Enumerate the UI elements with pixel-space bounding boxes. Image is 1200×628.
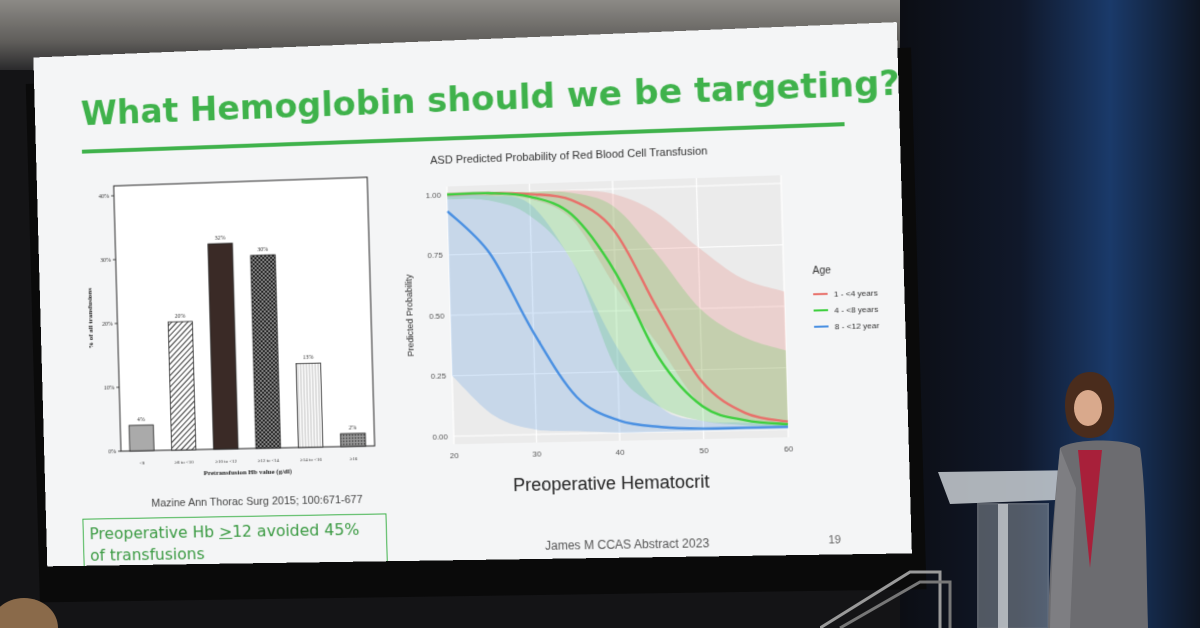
bar-y-tick-label: 10%: [104, 385, 115, 391]
line-x-tick-label: 20: [450, 451, 460, 460]
legend-entry: 4 - <8 years: [834, 305, 878, 315]
bar: [251, 255, 281, 449]
slide-number: 19: [828, 534, 842, 547]
bar: [129, 425, 154, 451]
line-y-tick-label: 0.00: [432, 432, 448, 441]
bar-x-tick-label: ≥16: [350, 457, 358, 462]
line-x-tick-label: 50: [699, 446, 709, 455]
bar-y-tick-label: 0%: [108, 449, 116, 455]
legend-entry: 1 - <4 years: [834, 288, 878, 299]
bar: [296, 363, 323, 447]
plot-panel: [446, 175, 789, 445]
bar-value-label: 32%: [215, 235, 226, 241]
bar-y-tick-label: 30%: [100, 258, 111, 264]
legend-title: Age: [812, 265, 831, 277]
bar-value-label: 30%: [257, 247, 268, 253]
line-x-tick-label: 40: [615, 448, 625, 457]
line-y-tick-label: 0.50: [429, 311, 445, 321]
right-chart-citation: James M CCAS Abstract 2023: [544, 536, 710, 553]
legend-entry: 8 - <12 year: [835, 321, 880, 331]
callout-text-1a: Preoperative Hb: [89, 522, 220, 544]
hb-bar-chart: 0% 10% 20% 30% 40% <8 ≥8 to <10 ≥10 to <12 ≥12 …: [87, 171, 380, 477]
bar: [208, 243, 238, 449]
bar-y-tick-label: 20%: [102, 322, 113, 328]
line-y-tick-label: 0.75: [427, 251, 443, 261]
line-chart-y-label: Predicted Probability: [403, 274, 415, 357]
presenter: [1048, 372, 1148, 628]
callout-text-2: of transfusions: [89, 544, 205, 565]
bar-chart-x-label: Pretransfusion Hb value (g/dl): [203, 468, 292, 477]
bar-value-label: 20%: [175, 314, 186, 320]
x-axis-caption: Preoperative Hematocrit: [512, 471, 710, 496]
stair-railing: [820, 570, 952, 628]
line-y-tick-label: 0.25: [431, 372, 447, 381]
callout-box: Preoperative Hb >12 avoided 45% of trans…: [82, 513, 388, 567]
audience-member: [0, 598, 58, 628]
bar-x-tick-label: ≥8 to <10: [175, 460, 195, 465]
confidence-band: [447, 183, 789, 434]
probability-line-chart: 0.00 0.25 0.50 0.75 1.00 20 30 40 50 60 Predicte…: [403, 159, 880, 460]
bar-chart-y-label: % of all transfusions: [87, 287, 95, 348]
bar-value-label: 4%: [137, 417, 145, 423]
bar: [168, 321, 196, 450]
bar-x-tick-label: <8: [140, 461, 146, 466]
callout-text-1c: 12 avoided 45%: [231, 519, 360, 541]
bar-value-label: 13%: [303, 355, 314, 361]
callout-text-1b: >: [218, 522, 233, 542]
line-x-tick-label: 60: [784, 444, 794, 453]
left-chart-citation: Mazine Ann Thorac Surg 2015; 100:671-677: [151, 493, 363, 510]
line-x-tick-label: 30: [532, 449, 542, 458]
presentation-slide: What Hemoglobin should we be targeting? …: [33, 22, 912, 567]
bar-chart-frame: [114, 177, 375, 451]
confidence-band: [447, 183, 788, 432]
bar-x-tick-label: ≥10 to <12: [215, 460, 237, 465]
bar: [341, 433, 366, 446]
bar-value-label: 2%: [349, 425, 357, 431]
slide-title: What Hemoglobin should we be targeting?: [80, 62, 901, 135]
confidence-band: [447, 183, 789, 437]
line-y-tick-label: 1.00: [426, 191, 442, 201]
right-chart-title: ASD Predicted Probability of Red Blood C…: [430, 145, 708, 168]
bar-x-tick-label: ≥12 to <14: [258, 459, 280, 464]
bar-y-tick-label: 40%: [99, 194, 110, 200]
bar-x-tick-label: ≥14 to <16: [300, 458, 322, 463]
stage-curtain: [900, 0, 1200, 628]
